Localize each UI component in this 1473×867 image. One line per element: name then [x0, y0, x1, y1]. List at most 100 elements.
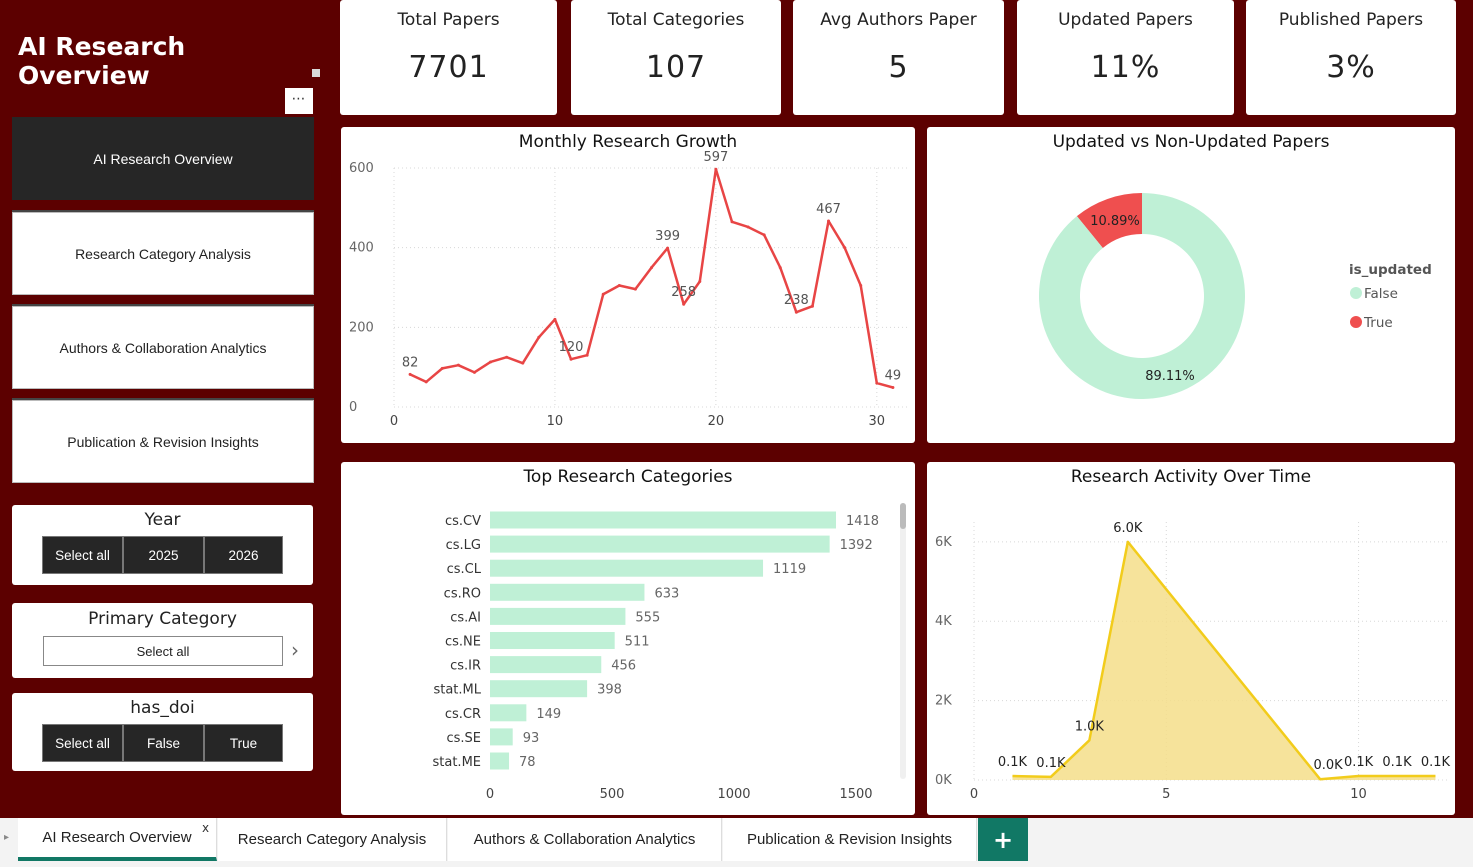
add-page-button[interactable]: + — [978, 818, 1028, 861]
data-label: 0.1K — [1036, 756, 1066, 771]
tab-label: Authors & Collaboration Analytics — [473, 831, 696, 848]
data-label: 93 — [523, 731, 540, 746]
data-point — [666, 246, 670, 250]
data-point — [521, 361, 525, 365]
data-label: 0.0K — [1313, 758, 1343, 773]
category-label: cs.RO — [444, 586, 481, 601]
tab-publication-revision[interactable]: Publication & Revision Insights — [723, 818, 977, 861]
x-tick-label: 20 — [708, 414, 725, 429]
year-slicer: Year Select all 2025 2026 — [12, 505, 313, 585]
page-title: AI Research Overview — [18, 32, 186, 90]
data-label: 0.1K — [1382, 755, 1412, 770]
chart-title: Research Activity Over Time — [1070, 467, 1312, 487]
bar — [490, 559, 764, 577]
category-label: stat.ME — [433, 755, 482, 770]
tab-label: Research Category Analysis — [237, 831, 427, 848]
nav-divider — [12, 304, 314, 306]
doi-option-select-all[interactable]: Select all — [42, 724, 123, 762]
year-option-select-all[interactable]: Select all — [42, 536, 123, 574]
data-point — [730, 220, 734, 224]
kpi-value: 3% — [1326, 50, 1376, 85]
x-tick-label: 1000 — [717, 787, 750, 802]
data-point — [762, 233, 766, 237]
primary-category-slicer: Primary Category Select all › — [12, 603, 313, 678]
data-point — [827, 219, 831, 223]
nav-button-authors-collaboration[interactable]: Authors & Collaboration Analytics — [12, 306, 314, 389]
data-point — [810, 304, 814, 308]
data-point — [682, 302, 686, 306]
x-tick-label: 10 — [547, 414, 564, 429]
legend-label: True — [1363, 315, 1393, 331]
year-option-2026[interactable]: 2026 — [204, 536, 283, 574]
category-dropdown[interactable]: Select all — [43, 636, 283, 666]
nav-button-research-category-analysis[interactable]: Research Category Analysis — [12, 212, 314, 295]
slice-label: 89.11% — [1145, 369, 1195, 384]
y-tick-label: 2K — [935, 694, 952, 709]
year-option-2025[interactable]: 2025 — [123, 536, 204, 574]
legend-label: False — [1364, 286, 1398, 302]
bar — [490, 728, 513, 746]
data-label: 1.0K — [1075, 719, 1105, 734]
scrollbar-track — [900, 503, 906, 779]
x-tick-label: 5 — [1162, 787, 1170, 802]
category-label: cs.CL — [447, 562, 482, 577]
monthly-growth-panel: Monthly Research Growth 0 200 400 600 0 10 20 3… — [341, 127, 915, 443]
category-label: cs.CV — [445, 514, 481, 529]
kpi-label: Updated Papers — [1058, 10, 1193, 30]
x-tick-label: 1500 — [839, 787, 872, 802]
top-categories-chart: cs.CV 1418 cs.LG 1392 cs.CL 1119 cs.RO 633 cs.AI… — [433, 503, 906, 802]
y-tick-label: 400 — [349, 241, 374, 256]
tab-authors-collaboration[interactable]: Authors & Collaboration Analytics — [448, 818, 722, 861]
kpi-avg-authors: Avg Authors Paper 5 — [793, 0, 1004, 115]
nav-button-ai-research-overview[interactable]: AI Research Overview — [12, 117, 314, 200]
data-point — [859, 284, 863, 288]
x-tick-label: 0 — [486, 787, 494, 802]
doi-option-true[interactable]: True — [204, 724, 283, 762]
data-label: 1418 — [846, 514, 879, 529]
category-label: stat.ML — [433, 683, 481, 698]
tab-scroll-icon[interactable]: ▸ — [4, 832, 10, 843]
kpi-updated-papers: Updated Papers 11% — [1017, 0, 1234, 115]
tab-research-category-analysis[interactable]: Research Category Analysis — [218, 818, 447, 861]
data-label: 149 — [536, 707, 561, 722]
category-label: cs.IR — [450, 659, 481, 674]
donut-slice — [1039, 193, 1245, 399]
data-label: 238 — [784, 293, 809, 308]
nav-button-publication-revision[interactable]: Publication & Revision Insights — [12, 400, 314, 483]
data-point — [537, 335, 541, 339]
data-point — [794, 310, 798, 314]
data-point — [746, 225, 750, 229]
y-tick-label: 200 — [349, 320, 374, 335]
bar — [490, 583, 645, 601]
data-point — [408, 372, 412, 376]
chart-title: Updated vs Non-Updated Papers — [1052, 132, 1330, 152]
bar — [490, 632, 615, 649]
data-point — [472, 370, 476, 374]
slice-label: 10.89% — [1090, 214, 1140, 229]
updated-vs-nonupdated-panel: Updated vs Non-Updated Papers 10.89% 89.1… — [927, 127, 1455, 443]
data-label: 258 — [671, 285, 696, 300]
close-icon[interactable]: x — [202, 821, 210, 835]
data-label: 597 — [703, 150, 728, 165]
category-label: cs.NE — [445, 635, 481, 650]
data-label: 6.0K — [1113, 521, 1143, 536]
data-point — [875, 381, 879, 385]
year-slicer-title: Year — [144, 510, 181, 530]
page-tab-bar: ▸ AI Research Overview x Research Catego… — [0, 818, 1473, 867]
tab-ai-research-overview[interactable]: AI Research Overview — [18, 818, 217, 861]
y-tick-label: 0K — [935, 773, 952, 788]
updated-donut-chart: 10.89% 89.11% is_updated False True — [1039, 193, 1432, 399]
data-label: 0.1K — [1421, 755, 1451, 770]
y-tick-label: 0 — [349, 400, 357, 415]
data-point — [633, 287, 637, 291]
data-point — [505, 355, 509, 359]
data-point — [698, 280, 702, 284]
more-options-button[interactable]: ⋯ — [285, 88, 313, 114]
resize-handle[interactable] — [312, 69, 320, 77]
nav-divider — [12, 210, 314, 212]
data-label: 78 — [519, 755, 536, 770]
data-label: 398 — [597, 683, 622, 698]
doi-option-false[interactable]: False — [123, 724, 204, 762]
chevron-right-icon[interactable]: › — [291, 638, 299, 662]
data-point — [617, 284, 621, 288]
